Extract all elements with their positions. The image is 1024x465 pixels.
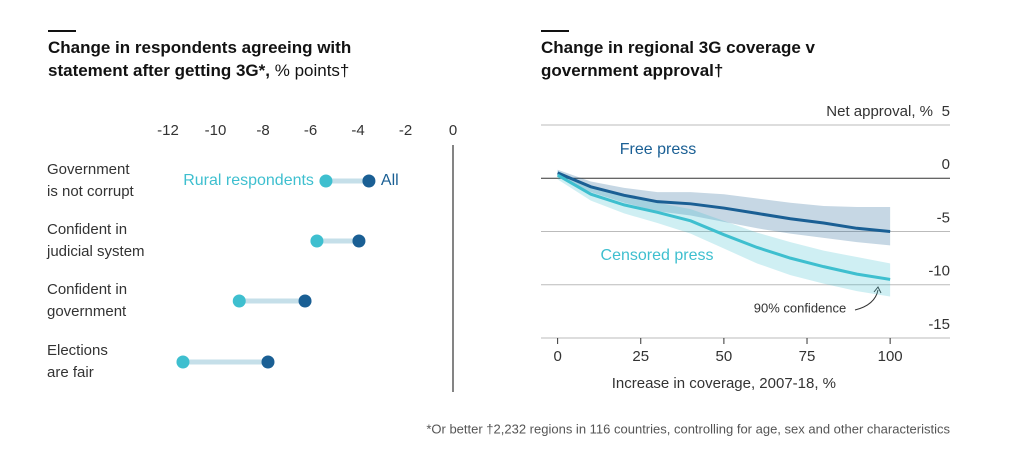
- y-axis-label: Net approval, %: [826, 103, 933, 120]
- category-label: Confident in: [47, 281, 127, 298]
- x-tick-label: -10: [205, 122, 227, 139]
- category-label: judicial system: [46, 243, 145, 260]
- category-label: are fair: [47, 364, 94, 381]
- line: [556, 173, 891, 281]
- y-tick-label: -10: [928, 263, 950, 280]
- x-axis-label: Increase in coverage, 2007-18, %: [612, 375, 836, 392]
- legend-label: Rural respondents: [183, 172, 314, 189]
- subtitle: % points†: [274, 61, 350, 80]
- category-label: Government: [47, 161, 130, 178]
- legend-label: All: [381, 172, 399, 189]
- x-tick-label: 50: [716, 348, 733, 365]
- dot: [298, 294, 312, 308]
- x-tick-label: 75: [799, 348, 816, 365]
- line: [557, 171, 891, 233]
- chart-title: Change in regional 3G coverage v governm…: [541, 38, 815, 80]
- x-tick-label: 0: [553, 348, 561, 365]
- category-label: Confident in: [47, 221, 127, 238]
- category-label: government: [47, 303, 127, 320]
- annotation-arrowhead: [873, 286, 882, 294]
- y-tick-label: -15: [928, 316, 950, 333]
- y-tick-label: 5: [942, 103, 950, 120]
- x-tick-label: -6: [304, 122, 317, 139]
- category-label: Elections: [47, 342, 108, 359]
- footnote: *Or better †2,232 regions in 116 countri…: [426, 421, 950, 436]
- annotation-arrow: [854, 289, 879, 311]
- category-label: is not corrupt: [47, 183, 135, 200]
- dot: [232, 294, 246, 308]
- series-label: Free press: [620, 141, 696, 158]
- title-bar: [48, 30, 76, 32]
- dot: [176, 355, 190, 369]
- dot: [261, 355, 275, 369]
- y-tick-label: 0: [942, 156, 950, 173]
- dot: [362, 174, 376, 188]
- x-tick-label: 0: [449, 122, 457, 139]
- chart-title: Change in respondents agreeing with stat…: [48, 36, 393, 82]
- series-label: Censored press: [601, 247, 714, 264]
- annotation: 90% confidence: [754, 300, 847, 315]
- x-tick-label: 100: [878, 348, 903, 365]
- y-tick-label: -5: [937, 209, 950, 226]
- dot: [352, 234, 366, 248]
- dot: [310, 234, 324, 248]
- dot: [319, 174, 333, 188]
- x-tick-label: -12: [157, 122, 179, 139]
- x-tick-label: -4: [351, 122, 364, 139]
- title-bar: [541, 30, 569, 32]
- x-tick-label: -8: [256, 122, 269, 139]
- title-text: Change in respondents agreeing with stat…: [48, 38, 352, 80]
- x-tick-label: -2: [399, 122, 412, 139]
- x-tick-label: 25: [632, 348, 649, 365]
